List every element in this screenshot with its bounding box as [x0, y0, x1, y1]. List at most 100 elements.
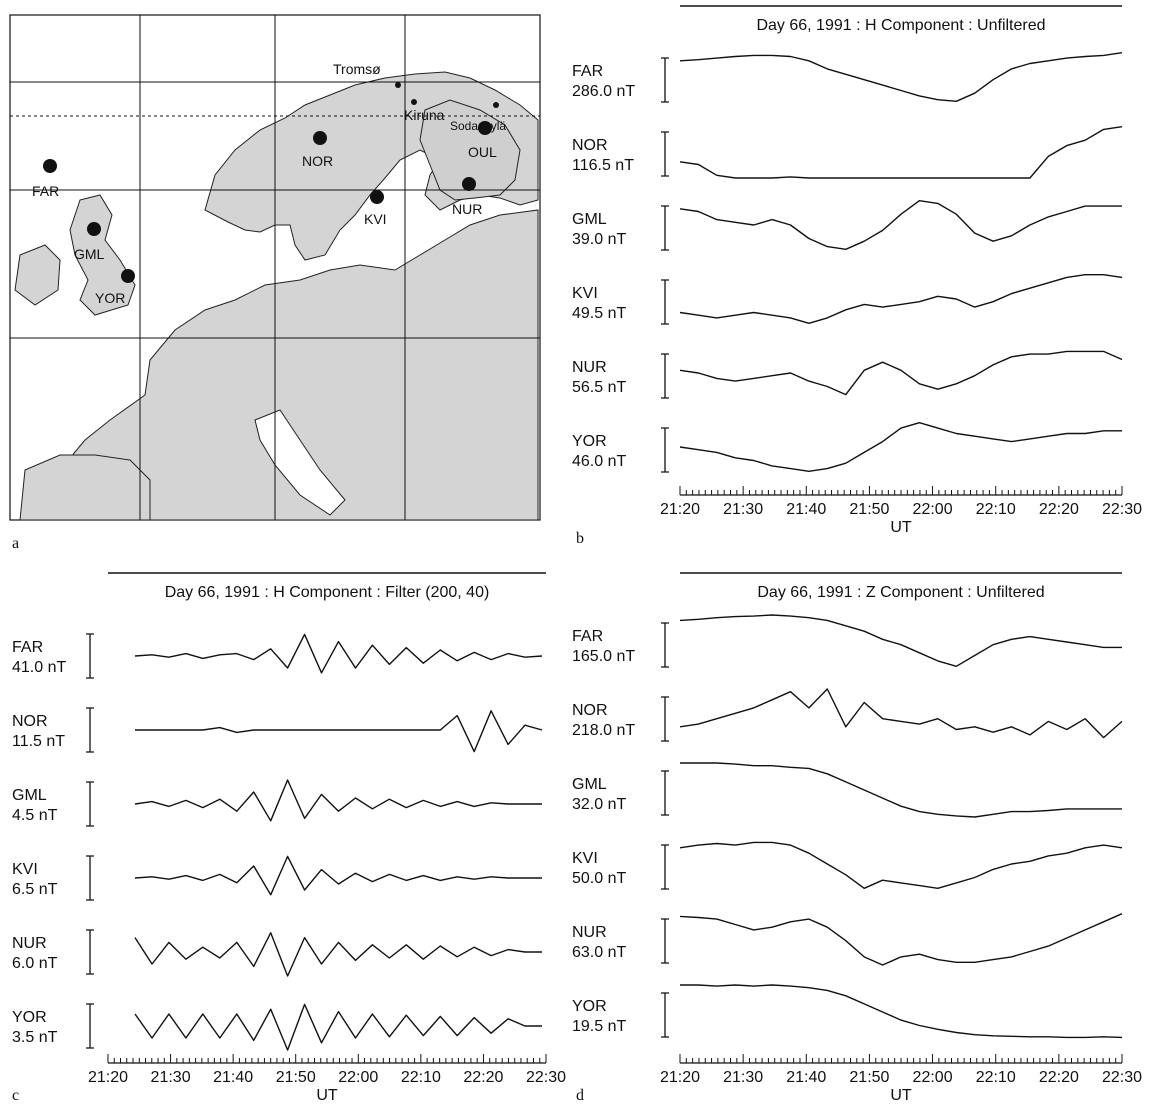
scale-bar	[661, 918, 669, 964]
map-label-yor: YOR	[95, 290, 125, 306]
series-scale: 286.0 nT	[572, 83, 635, 100]
series-line-far	[679, 52, 1123, 102]
scale-bar	[661, 427, 669, 473]
series-line-kvi	[679, 274, 1123, 324]
map-label-kvi: KVI	[364, 211, 387, 227]
series-line-nor	[679, 126, 1123, 179]
series-label-far: FAR	[572, 63, 603, 80]
series-line-nur	[679, 913, 1123, 966]
scale-bar	[661, 770, 669, 816]
x-tick-label: 22:00	[913, 501, 953, 518]
scale-bar	[661, 57, 669, 103]
x-tick-label: 22:30	[526, 1069, 566, 1086]
series-label-yor: YOR	[12, 1009, 47, 1026]
x-tick-label: 21:20	[660, 1069, 700, 1086]
series-label-far: FAR	[12, 639, 43, 656]
series-scale: 11.5 nT	[12, 733, 65, 750]
map-label-oul: OUL	[468, 144, 497, 160]
scale-bar	[86, 929, 94, 975]
series-scale: 19.5 nT	[572, 1018, 626, 1035]
x-tick-label: 21:50	[849, 1069, 889, 1086]
panel-label-b: b	[576, 530, 584, 547]
series-line-far	[679, 614, 1122, 667]
map-panel: FAR NOR OUL KVI NUR GML YOR Tromsø Kirun…	[9, 14, 541, 552]
x-tick-label: 21:30	[151, 1069, 191, 1086]
map-label-sodankyla: Sodankylä	[450, 119, 506, 133]
chart-title: Day 66, 1991 : H Component : Unfiltered	[756, 17, 1045, 34]
scale-bar	[661, 992, 669, 1038]
x-tick-label: 22:20	[1039, 501, 1079, 518]
place-dot-kiruna	[411, 99, 417, 105]
scale-bar	[661, 131, 669, 177]
chart-panel-d: Day 66, 1991 : Z Component : Unfiltered F…	[572, 572, 1142, 1104]
x-tick-label: 21:20	[660, 501, 700, 518]
series-scale: 6.5 nT	[12, 881, 58, 898]
x-tick-label: 22:30	[1102, 501, 1142, 518]
station-dot-kvi	[370, 190, 384, 204]
series-label-gml: GML	[572, 776, 607, 793]
x-tick-label: 22:10	[976, 501, 1016, 518]
map-label-kiruna: Kiruna	[404, 107, 445, 123]
series-line-far	[134, 633, 543, 674]
map-label-far: FAR	[32, 183, 59, 199]
chart-panel-b: Day 66, 1991 : H Component : Unfiltered F…	[572, 5, 1142, 547]
map-label-tromso: Tromsø	[333, 61, 381, 77]
series-label-far: FAR	[572, 628, 603, 645]
series-scale: 4.5 nT	[12, 807, 58, 824]
x-tick-label: 22:10	[401, 1069, 441, 1086]
x-tick-label: 21:30	[723, 1069, 763, 1086]
x-tick-label: 21:50	[276, 1069, 316, 1086]
scale-bar	[661, 844, 669, 890]
series-label-nor: NOR	[12, 713, 48, 730]
station-dot-yor	[121, 269, 135, 283]
series-scale: 3.5 nT	[12, 1029, 58, 1046]
x-tick-label: 22:20	[1039, 1069, 1079, 1086]
place-dot-tromso	[395, 82, 401, 88]
station-dot-gml	[87, 222, 101, 236]
series-label-kvi: KVI	[12, 861, 38, 878]
series-scale: 39.0 nT	[572, 231, 626, 248]
x-tick-label: 21:40	[213, 1069, 253, 1086]
series-line-yor	[679, 422, 1122, 472]
x-axis-label: UT	[890, 1087, 912, 1104]
x-axis-label: UT	[316, 1087, 338, 1104]
station-markers	[43, 82, 499, 283]
series-scale: 49.5 nT	[572, 305, 626, 322]
scale-bar	[86, 1003, 94, 1049]
scale-bar	[661, 353, 669, 399]
series-label-kvi: KVI	[572, 850, 598, 867]
scale-bar	[661, 696, 669, 742]
x-tick-label: 22:20	[463, 1069, 503, 1086]
series-label-yor: YOR	[572, 998, 607, 1015]
series-line-nor	[135, 710, 543, 753]
series-line-nur	[134, 932, 542, 977]
scale-bar	[86, 781, 94, 827]
series-label-nor: NOR	[572, 137, 608, 154]
series-scale: 50.0 nT	[572, 870, 626, 887]
series-line-kvi	[679, 841, 1123, 889]
x-tick-label: 22:00	[338, 1069, 378, 1086]
series-scale: 63.0 nT	[572, 944, 626, 961]
scale-bar	[661, 622, 669, 668]
panel-label-a: a	[12, 535, 19, 552]
x-tick-label: 21:40	[786, 1069, 826, 1086]
map-grid	[10, 15, 540, 520]
series-label-yor: YOR	[572, 433, 607, 450]
series-line-nur	[679, 350, 1123, 396]
x-tick-label: 22:30	[1102, 1069, 1142, 1086]
map-label-nor: NOR	[302, 153, 333, 169]
series-line-nor	[679, 688, 1123, 739]
scale-bar	[86, 633, 94, 679]
station-dot-oul	[478, 121, 492, 135]
series-scale: 116.5 nT	[572, 157, 634, 174]
scale-bar	[86, 707, 94, 753]
series-scale: 32.0 nT	[572, 796, 626, 813]
map-labels: FAR NOR OUL KVI NUR GML YOR Tromsø Kirun…	[32, 61, 506, 306]
chart-title: Day 66, 1991 : Z Component : Unfiltered	[757, 584, 1044, 601]
series-label-gml: GML	[12, 787, 47, 804]
scale-bar	[86, 855, 94, 901]
x-tick-label: 22:00	[913, 1069, 953, 1086]
x-axis-label: UT	[890, 519, 912, 536]
place-dot-sodankyla	[493, 102, 499, 108]
